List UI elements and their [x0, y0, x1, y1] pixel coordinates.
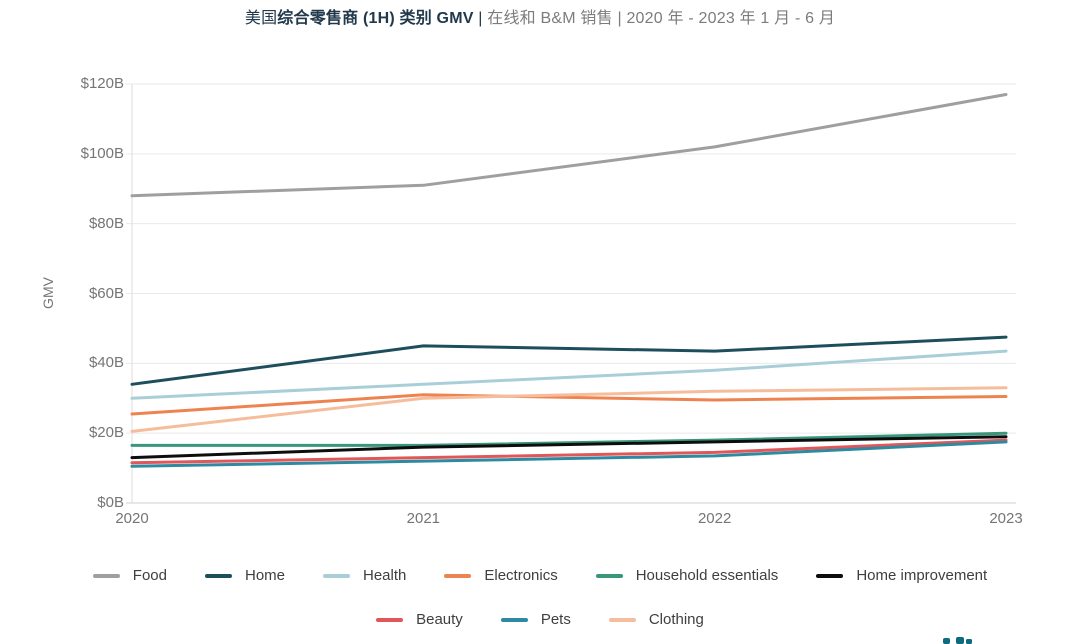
chart-title-prefix: 美国	[244, 10, 278, 27]
legend-label: Health	[363, 567, 407, 584]
x-tick-label: 2022	[697, 510, 732, 527]
y-tick-label: $60B	[88, 284, 124, 302]
legend-label: Pets	[540, 611, 571, 628]
series-line-beauty	[130, 438, 1008, 465]
legend-line-swatch	[500, 618, 528, 622]
y-tick-label: $120B	[80, 75, 124, 92]
legend-item-home: Home	[204, 566, 285, 586]
legend-item-food: Food	[92, 566, 167, 586]
legend-item-pets: Pets	[500, 610, 571, 630]
legend-item-household-essentials: Household essentials	[595, 566, 779, 586]
legend-item-health: Health	[323, 566, 406, 586]
legend-label: Electronics	[484, 567, 558, 584]
legend-line-swatch	[444, 574, 472, 578]
legend-label: Beauty	[416, 611, 463, 628]
y-tick-label: $40B	[88, 354, 124, 372]
x-tick-label: 2023	[989, 510, 1023, 527]
y-tick-label: $100B	[80, 144, 124, 162]
legend-label: Home improvement	[856, 567, 988, 584]
x-tick-label: 2021	[406, 510, 441, 527]
cropped-logo-mark	[943, 637, 972, 644]
legend-row-1: Food Home Health Electronics Household essen…	[0, 566, 1080, 586]
legend-line-swatch	[376, 618, 404, 622]
legend-item-electronics: Electronics	[444, 566, 558, 586]
y-tick-label: $80B	[88, 214, 124, 232]
chart-title-subtitle: 在线和 B&M 销售 | 2020 年 - 2023 年 1 月 - 6 月	[487, 10, 836, 27]
legend-label: Food	[132, 567, 167, 584]
legend-line-swatch	[608, 618, 636, 622]
series-line-pets	[130, 440, 1008, 468]
series-line-food	[130, 93, 1008, 198]
legend-line-swatch	[92, 574, 120, 578]
legend-label: Clothing	[648, 611, 704, 628]
legend-item-clothing: Clothing	[608, 610, 704, 630]
series-line-home-improvement	[130, 435, 1008, 460]
series-line-home	[130, 335, 1008, 386]
legend-label: Household essentials	[635, 567, 779, 584]
legend-line-swatch	[816, 574, 844, 578]
chart-title-separator: |	[473, 10, 488, 27]
y-tick-label: $0B	[97, 494, 124, 511]
legend-label: Home	[244, 567, 285, 584]
legend-line-swatch	[595, 574, 623, 578]
legend-row-2: Beauty Pets Clothing	[0, 610, 1080, 630]
legend-line-swatch	[323, 574, 350, 578]
legend-item-home-improvement: Home improvement	[816, 566, 987, 586]
x-tick-label: 2020	[115, 510, 149, 527]
series-line-health	[130, 349, 1008, 400]
y-tick-label: $20B	[88, 424, 124, 442]
legend-item-beauty: Beauty	[376, 610, 463, 630]
series-line-household-essentials	[130, 431, 1008, 447]
chart-title: 美国综合零售商 (1H) 类别 GMV | 在线和 B&M 销售 | 2020 …	[0, 8, 1080, 30]
series-line-clothing	[130, 386, 1008, 433]
legend-line-swatch	[204, 574, 232, 578]
chart-title-bold: 综合零售商 (1H) 类别 GMV	[277, 10, 474, 27]
series-line-electronics	[130, 393, 1008, 416]
